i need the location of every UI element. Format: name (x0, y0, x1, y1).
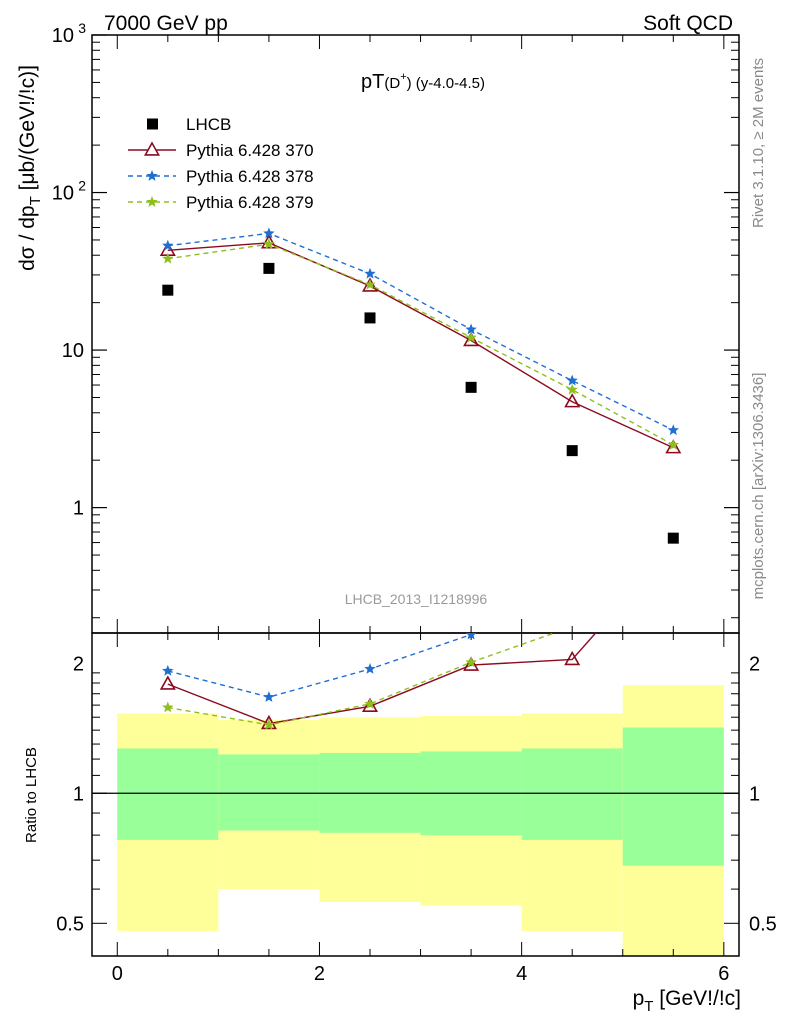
legend-marker-py370 (143, 141, 161, 156)
data-point-py378 (465, 323, 477, 335)
data-point-py370 (361, 277, 379, 292)
ratio-point-py378 (364, 663, 376, 674)
data-point-py379 (667, 438, 679, 450)
ratio-y-tick-label-right: 0.5 (749, 913, 777, 935)
legend-marker-py379 (146, 196, 158, 207)
ratio-point-py379 (263, 718, 275, 730)
main-y-tick-label-pow: 10 (52, 183, 74, 205)
series-line-py370 (167, 242, 674, 449)
legend-marker-py378 (146, 170, 158, 181)
data-point-py379 (364, 278, 376, 290)
uncertainty-band-green (218, 754, 320, 831)
ratio-line-py379 (167, 633, 557, 726)
main-y-tick-label-exp: 3 (78, 20, 86, 36)
ratio-y-tick-label-right: 1 (749, 783, 760, 805)
ratio-y-tick-label-left: 1 (73, 783, 84, 805)
data-point-data (566, 445, 578, 457)
ratio-point-py370 (159, 675, 176, 690)
data-point-py370 (564, 393, 581, 408)
legend-marker-data (147, 118, 158, 130)
data-point-py379 (162, 252, 174, 264)
ratio-point-py379 (465, 656, 477, 668)
data-point-data (263, 262, 275, 274)
data-point-py378 (667, 424, 679, 436)
series-line-py379 (167, 243, 674, 446)
ratio-x-tick-label: 2 (314, 963, 325, 985)
category-label: Soft QCD (643, 12, 733, 35)
ratio-point-py378 (263, 691, 275, 702)
ratio-xlabel: pT [GeV!/!c] (633, 987, 741, 1015)
data-point-py370 (665, 439, 682, 454)
watermark: LHCB_2013_I1218996 (345, 591, 488, 607)
data-point-data (667, 532, 679, 544)
ratio-panel: 0.5 0.5 1 1 2 2 0 2 4 6 Ratio to LHCB pT [GeV!/!c… (23, 632, 777, 1015)
ratio-line-py378 (167, 633, 479, 698)
ratio-point-py379 (162, 701, 174, 713)
data-point-data (364, 312, 376, 324)
ratio-series-clip-group (159, 633, 597, 730)
main-title: pT(D+) (y-4.0-4.5) (361, 71, 485, 93)
legend: LHCB Pythia 6.428 370 Pythia 6.428 378 Pyth… (128, 115, 314, 212)
data-point-py378 (263, 227, 275, 239)
source-label: mcplots.cern.ch [arXiv:1306.3436] (750, 373, 767, 600)
ratio-point-py370 (463, 656, 480, 671)
uncertainty-band-green (622, 727, 724, 866)
series-line-py378 (167, 232, 674, 431)
main-ylabel: dσ / dpT [μb/(GeV!/!c)] (16, 65, 44, 271)
ratio-frame (91, 632, 740, 957)
data-point-py378 (566, 374, 578, 386)
ratio-point-py378 (465, 633, 477, 640)
ratio-ylabel: Ratio to LHCB (23, 747, 40, 843)
data-point-py378 (364, 267, 376, 279)
ratio-point-py379 (364, 697, 376, 709)
main-y-tick-label-exp: 2 (78, 178, 86, 194)
main-y-tick-label-pow: 10 (52, 25, 74, 47)
legend-label-data: LHCB (186, 115, 231, 134)
data-point-py379 (263, 238, 275, 250)
ratio-y-tick-label-left: 2 (73, 653, 84, 675)
ratio-line-py370 (167, 633, 597, 725)
data-point-py378 (162, 239, 174, 251)
data-point-py379 (465, 331, 477, 343)
main-y-tick-label: 1 (73, 498, 84, 520)
ratio-x-tick-label: 0 (112, 963, 123, 985)
main-y-tick-label: 10 (62, 340, 84, 362)
ratio-point-py378 (162, 664, 174, 676)
ratio-y-tick-label-right: 2 (749, 653, 760, 675)
ratio-point-py370 (260, 714, 277, 730)
rivet-label: Rivet 3.1.10, ≥ 2M events (750, 58, 767, 228)
legend-label-py370: Pythia 6.428 370 (186, 141, 314, 160)
data-point-data (465, 381, 477, 393)
ratio-x-tick-label: 4 (516, 963, 527, 985)
energy-label: 7000 GeV pp (104, 12, 228, 35)
uncertainty-band-green (117, 748, 219, 840)
data-point-py370 (260, 234, 277, 249)
ratio-y-tick-label-left: 0.5 (56, 913, 84, 935)
legend-label-py378: Pythia 6.428 378 (186, 167, 314, 186)
legend-label-py379: Pythia 6.428 379 (186, 193, 314, 212)
uncertainty-band-green (521, 748, 623, 840)
data-point-data (162, 284, 174, 296)
data-point-py379 (566, 383, 578, 395)
ratio-x-tick-label: 6 (718, 963, 729, 985)
ratio-point-py370 (564, 650, 581, 666)
